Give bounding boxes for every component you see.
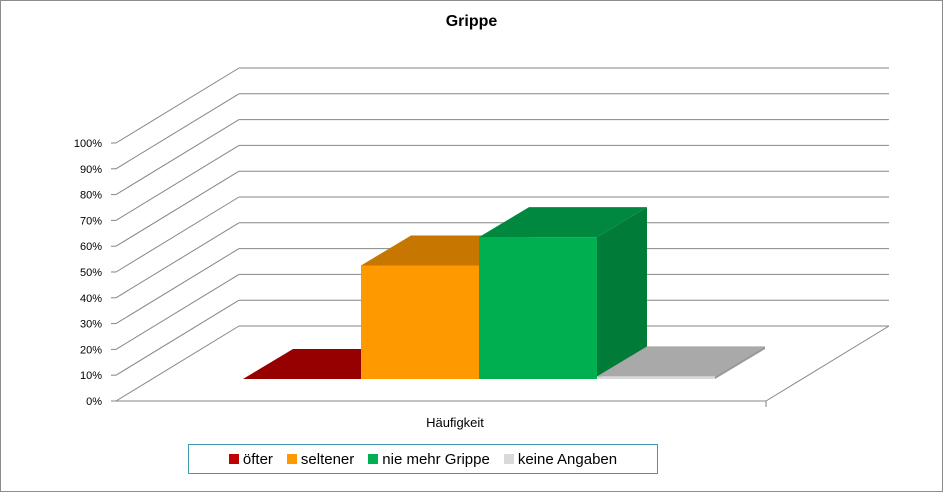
side-gridline	[115, 196, 240, 273]
bar-nie-mehr-grippe-side	[597, 207, 647, 379]
legend-item: nie mehr Grippe	[368, 451, 490, 468]
bar-keine-angaben	[597, 376, 715, 379]
side-gridline	[115, 170, 240, 247]
legend-label: seltener	[300, 450, 355, 468]
y-tick-label: 70%	[80, 215, 102, 227]
y-tick-label: 0%	[86, 396, 102, 408]
legend-swatch	[368, 454, 379, 464]
side-gridline	[115, 119, 240, 196]
legend-item: keine Angaben	[503, 450, 618, 468]
side-gridline	[115, 273, 240, 350]
bar-seltener	[361, 265, 479, 379]
legend-swatch	[228, 454, 239, 464]
side-gridline	[115, 248, 240, 325]
legend-swatch	[503, 454, 514, 464]
chart-legend: öfter seltener nie mehr Grippe keine Angabe…	[188, 444, 658, 474]
y-tick-label: 90%	[80, 164, 102, 176]
legend-label: öfter	[242, 450, 273, 468]
side-gridline	[115, 93, 240, 170]
side-gridline	[115, 67, 240, 144]
y-tick-label: 50%	[80, 267, 102, 279]
side-gridline	[115, 299, 240, 376]
side-gridline	[115, 144, 240, 221]
y-tick-label: 80%	[80, 190, 102, 202]
y-tick-label: 40%	[80, 293, 102, 305]
y-tick-label: 100%	[74, 138, 102, 150]
bar-nie-mehr-grippe-top	[479, 207, 647, 238]
chart-title: Grippe	[445, 13, 498, 30]
bar-nie-mehr-grippe	[479, 237, 597, 379]
bar-keine-angaben-top	[597, 346, 765, 377]
legend-label: nie mehr Grippe	[382, 450, 490, 468]
y-tick-label: 10%	[80, 370, 102, 382]
bar-keine-angaben-side	[715, 346, 765, 379]
side-gridline	[115, 222, 240, 299]
side-gridline	[115, 325, 240, 402]
legend-item: seltener	[286, 450, 355, 468]
y-tick-label: 60%	[80, 241, 102, 253]
legend-label: keine Angaben	[517, 450, 618, 468]
y-tick-label: 20%	[80, 344, 102, 356]
legend-item: öfter	[228, 450, 273, 468]
legend-swatch	[286, 454, 297, 464]
y-tick-label: 30%	[80, 319, 102, 331]
x-category-label: Häufigkeit	[426, 415, 484, 430]
floor-right-edge	[765, 325, 890, 402]
